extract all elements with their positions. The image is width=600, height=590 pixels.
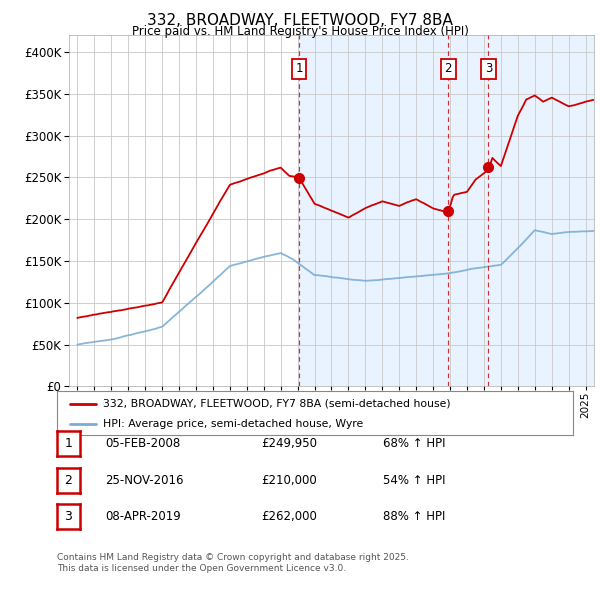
Text: 1: 1 (295, 63, 303, 76)
Text: 05-FEB-2008: 05-FEB-2008 (105, 437, 180, 450)
Text: 68% ↑ HPI: 68% ↑ HPI (383, 437, 445, 450)
Text: 25-NOV-2016: 25-NOV-2016 (105, 474, 184, 487)
Text: 3: 3 (64, 510, 73, 523)
Bar (299, 35, 600, 386)
Text: £249,950: £249,950 (261, 437, 317, 450)
Text: 88% ↑ HPI: 88% ↑ HPI (383, 510, 445, 523)
Text: £210,000: £210,000 (261, 474, 317, 487)
Text: 332, BROADWAY, FLEETWOOD, FY7 8BA: 332, BROADWAY, FLEETWOOD, FY7 8BA (147, 13, 453, 28)
Text: 332, BROADWAY, FLEETWOOD, FY7 8BA (semi-detached house): 332, BROADWAY, FLEETWOOD, FY7 8BA (semi-… (103, 399, 451, 408)
Text: 54% ↑ HPI: 54% ↑ HPI (383, 474, 445, 487)
Text: Contains HM Land Registry data © Crown copyright and database right 2025.
This d: Contains HM Land Registry data © Crown c… (57, 553, 409, 573)
Text: 2: 2 (445, 63, 452, 76)
Text: Price paid vs. HM Land Registry's House Price Index (HPI): Price paid vs. HM Land Registry's House … (131, 25, 469, 38)
Text: HPI: Average price, semi-detached house, Wyre: HPI: Average price, semi-detached house,… (103, 419, 364, 430)
Text: 3: 3 (485, 63, 492, 76)
Text: 2: 2 (64, 474, 73, 487)
Text: 08-APR-2019: 08-APR-2019 (105, 510, 181, 523)
Text: £262,000: £262,000 (261, 510, 317, 523)
Text: 1: 1 (64, 437, 73, 450)
